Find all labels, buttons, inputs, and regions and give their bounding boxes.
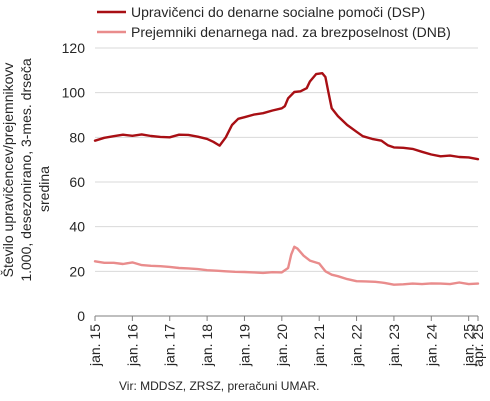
series-lines bbox=[93, 71, 480, 286]
y-tick-labels: 0 20 40 60 80 100 120 bbox=[62, 40, 86, 324]
legend: Upravičenci do denarne socialne pomoči (… bbox=[97, 4, 451, 40]
y-axis-label: Število upravičencev/prejemnikovv 1.000, … bbox=[0, 58, 52, 282]
x-tick-labels: jan. 15 jan. 16 jan. 17 jan. 18 jan. 19 jan. … bbox=[87, 324, 486, 367]
y-tick-label: 40 bbox=[69, 219, 85, 235]
source-note: Vir: MDDSZ, ZRSZ, preračuni UMAR. bbox=[119, 379, 320, 393]
y-tick-label: 120 bbox=[62, 40, 86, 56]
y-tick-label: 0 bbox=[77, 308, 85, 324]
x-tick-label: jan. 18 bbox=[199, 324, 215, 367]
x-tick-label: apr. 25 bbox=[470, 324, 486, 367]
y-tick-label: 60 bbox=[69, 174, 85, 190]
gridlines bbox=[95, 47, 478, 272]
x-tick-label: jan. 16 bbox=[124, 324, 140, 367]
x-tick-label: jan. 19 bbox=[236, 324, 252, 367]
y-axis-label-line: sredina bbox=[36, 166, 52, 212]
series-line bbox=[93, 245, 480, 286]
x-tick-label: jan. 20 bbox=[274, 324, 290, 367]
x-tick-label: jan. 17 bbox=[162, 324, 178, 367]
x-tick-label: jan. 25 bbox=[461, 324, 477, 367]
y-axis-label-line: 1.000, desezonirano, 3-mes. drseča bbox=[18, 58, 34, 282]
x-tick-label: jan. 23 bbox=[386, 324, 402, 367]
y-tick-label: 80 bbox=[69, 129, 85, 145]
x-tick-label: jan. 21 bbox=[311, 324, 327, 367]
legend-label: Upravičenci do denarne socialne pomoči (… bbox=[131, 4, 425, 20]
axes bbox=[94, 315, 479, 321]
y-tick-label: 100 bbox=[62, 85, 86, 101]
x-tick-label: jan. 15 bbox=[87, 324, 103, 367]
y-tick-label: 20 bbox=[69, 263, 85, 279]
x-tick-label: jan. 24 bbox=[423, 324, 439, 367]
x-tick-label: jan. 22 bbox=[349, 324, 365, 367]
series-line bbox=[93, 71, 480, 161]
y-axis-label-line: Število upravičencev/prejemnikovv bbox=[0, 63, 16, 278]
legend-label: Prejemniki denarnega nad. za brezposelno… bbox=[131, 24, 451, 40]
